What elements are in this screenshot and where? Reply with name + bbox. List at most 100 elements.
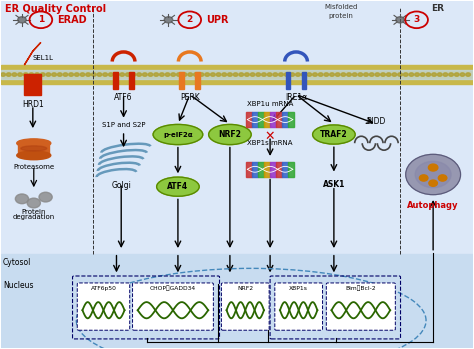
Circle shape <box>188 73 192 76</box>
Circle shape <box>12 73 17 76</box>
Text: ERAD: ERAD <box>57 15 87 25</box>
Circle shape <box>69 73 73 76</box>
Text: Cytosol: Cytosol <box>3 258 31 267</box>
Bar <box>258 162 264 177</box>
Bar <box>246 112 294 127</box>
Text: 1: 1 <box>38 15 44 24</box>
Circle shape <box>455 73 459 76</box>
Circle shape <box>346 73 351 76</box>
Bar <box>252 162 258 177</box>
Text: degradation: degradation <box>13 215 55 221</box>
Circle shape <box>35 73 39 76</box>
Circle shape <box>80 73 85 76</box>
Circle shape <box>228 73 232 76</box>
Circle shape <box>375 73 380 76</box>
Circle shape <box>148 73 153 76</box>
Circle shape <box>245 73 249 76</box>
FancyBboxPatch shape <box>133 283 213 330</box>
Circle shape <box>428 164 438 171</box>
Text: XBP1s mRNA: XBP1s mRNA <box>247 140 293 146</box>
FancyBboxPatch shape <box>221 283 269 330</box>
Text: 2: 2 <box>187 15 193 24</box>
Circle shape <box>239 73 244 76</box>
Bar <box>286 72 291 89</box>
Text: ATF6p50: ATF6p50 <box>91 286 117 291</box>
Ellipse shape <box>156 177 199 196</box>
Bar <box>0 65 474 84</box>
Bar <box>264 162 270 177</box>
Circle shape <box>449 73 454 76</box>
Circle shape <box>171 73 175 76</box>
Circle shape <box>165 73 170 76</box>
Bar <box>252 112 258 127</box>
Circle shape <box>57 73 62 76</box>
Circle shape <box>6 73 11 76</box>
Text: Golgi: Golgi <box>111 181 131 191</box>
Circle shape <box>398 73 402 76</box>
Circle shape <box>27 198 40 208</box>
Circle shape <box>176 73 181 76</box>
Circle shape <box>97 73 102 76</box>
Bar <box>195 72 200 89</box>
Text: 3: 3 <box>413 15 419 24</box>
Circle shape <box>205 73 210 76</box>
Circle shape <box>329 73 334 76</box>
Circle shape <box>432 73 437 76</box>
Text: SEL1L: SEL1L <box>33 55 54 61</box>
Ellipse shape <box>153 125 203 144</box>
Bar <box>270 112 276 127</box>
Circle shape <box>86 73 91 76</box>
Text: CHOP、GADD34: CHOP、GADD34 <box>150 286 196 291</box>
Circle shape <box>74 73 79 76</box>
Text: Nucleus: Nucleus <box>3 281 34 290</box>
Ellipse shape <box>313 125 355 144</box>
Circle shape <box>313 73 318 76</box>
Circle shape <box>0 73 5 76</box>
Circle shape <box>193 73 198 76</box>
Circle shape <box>273 73 278 76</box>
Circle shape <box>164 17 173 23</box>
Circle shape <box>438 73 442 76</box>
Circle shape <box>460 73 465 76</box>
Circle shape <box>381 73 385 76</box>
Circle shape <box>419 175 428 181</box>
Text: Misfolded: Misfolded <box>324 4 358 10</box>
Circle shape <box>103 73 108 76</box>
Bar <box>282 162 288 177</box>
Bar <box>246 162 252 177</box>
Circle shape <box>29 73 34 76</box>
Bar <box>0 1 474 254</box>
Circle shape <box>396 17 404 23</box>
Circle shape <box>296 73 301 76</box>
Circle shape <box>406 154 461 195</box>
Circle shape <box>15 194 28 204</box>
Text: p-eIF2α: p-eIF2α <box>163 132 193 138</box>
Circle shape <box>131 73 136 76</box>
Bar <box>129 72 134 89</box>
Bar <box>282 112 288 127</box>
Circle shape <box>159 73 164 76</box>
Circle shape <box>120 73 125 76</box>
Circle shape <box>369 73 374 76</box>
Text: Autophagy: Autophagy <box>407 201 459 209</box>
Text: ATF6: ATF6 <box>114 93 133 102</box>
Text: ASK1: ASK1 <box>323 180 345 189</box>
Circle shape <box>415 73 419 76</box>
Text: HRD1: HRD1 <box>22 100 44 109</box>
Circle shape <box>262 73 266 76</box>
Text: IRE1α: IRE1α <box>285 93 307 102</box>
Circle shape <box>318 73 323 76</box>
Circle shape <box>466 73 471 76</box>
Circle shape <box>18 17 26 23</box>
FancyBboxPatch shape <box>326 283 395 330</box>
Circle shape <box>52 73 56 76</box>
Ellipse shape <box>17 139 51 148</box>
Bar <box>179 72 184 89</box>
Ellipse shape <box>21 146 47 151</box>
Circle shape <box>438 175 447 181</box>
Bar <box>258 112 264 127</box>
Circle shape <box>233 73 238 76</box>
Bar <box>113 72 118 89</box>
Bar <box>302 72 307 89</box>
Circle shape <box>91 73 96 76</box>
